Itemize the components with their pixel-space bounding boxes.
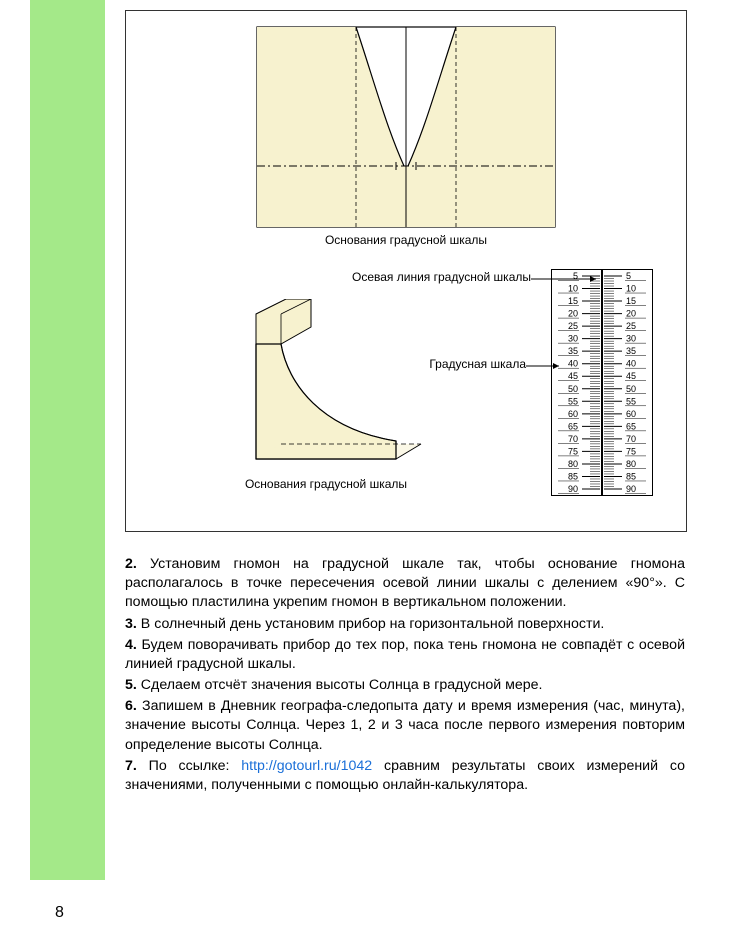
svg-text:50: 50: [568, 384, 578, 394]
svg-text:85: 85: [626, 471, 636, 481]
svg-text:75: 75: [626, 446, 636, 456]
svg-text:90: 90: [626, 484, 636, 494]
p4-num: 4.: [125, 637, 137, 653]
scale-label: Градусная шкала: [406, 357, 526, 371]
svg-text:35: 35: [626, 346, 636, 356]
svg-text:60: 60: [568, 409, 578, 419]
svg-text:80: 80: [568, 459, 578, 469]
svg-text:10: 10: [626, 284, 636, 294]
svg-text:80: 80: [626, 459, 636, 469]
p6-num: 6.: [125, 698, 137, 714]
para-5: 5. Сделаем отсчёт значения высоты Солнца…: [125, 676, 685, 695]
svg-text:55: 55: [626, 396, 636, 406]
svg-text:40: 40: [626, 359, 636, 369]
page-number: 8: [55, 904, 64, 922]
svg-text:65: 65: [626, 421, 636, 431]
axis-label: Осевая линия градусной шкалы: [321, 270, 531, 284]
p5-num: 5.: [125, 677, 137, 693]
figure-container: Основания градусной шкалы Основания град…: [125, 10, 687, 532]
p6-text: Запишем в Дневник географа-следопыта дат…: [125, 698, 685, 752]
svg-text:30: 30: [626, 334, 636, 344]
p4-text: Будем поворачивать прибор до тех пор, по…: [125, 637, 685, 672]
p7-num: 7.: [125, 758, 137, 774]
svg-text:35: 35: [568, 346, 578, 356]
svg-text:20: 20: [568, 309, 578, 319]
svg-text:15: 15: [626, 296, 636, 306]
svg-text:85: 85: [568, 471, 578, 481]
top-caption: Основания градусной шкалы: [256, 233, 556, 247]
svg-text:30: 30: [568, 334, 578, 344]
svg-text:50: 50: [626, 384, 636, 394]
textbook-page: Основания градусной шкалы Основания град…: [0, 0, 733, 937]
p3-num: 3.: [125, 616, 137, 632]
svg-text:15: 15: [568, 296, 578, 306]
para-7: 7. По ссылке: http://gotourl.ru/1042 сра…: [125, 757, 685, 795]
bottom-caption: Основания градусной шкалы: [221, 477, 431, 491]
top-diagram: [256, 26, 556, 231]
p2-text: Установим гномон на градусной шкале так,…: [125, 556, 685, 610]
scale-svg: 5510101515202025253030353540404545505055…: [552, 270, 652, 495]
svg-text:75: 75: [568, 446, 578, 456]
svg-text:25: 25: [568, 321, 578, 331]
svg-text:45: 45: [626, 371, 636, 381]
axis-arrow: [531, 276, 601, 286]
para-2: 2. Установим гномон на градусной шкале т…: [125, 555, 685, 613]
svg-text:70: 70: [568, 434, 578, 444]
scale-arrow: [526, 363, 564, 373]
p2-num: 2.: [125, 556, 137, 572]
left-sidebar: [30, 0, 105, 880]
p7a-text: По ссылке:: [149, 758, 242, 774]
svg-text:65: 65: [568, 421, 578, 431]
svg-text:45: 45: [568, 371, 578, 381]
bottom-left-diagram: [226, 299, 426, 474]
svg-text:60: 60: [626, 409, 636, 419]
para-6: 6. Запишем в Дневник географа-следопыта …: [125, 697, 685, 755]
para-3: 3. В солнечный день установим прибор на …: [125, 615, 685, 634]
p5-text: Сделаем отсчёт значения высоты Солнца в …: [141, 677, 543, 693]
svg-text:40: 40: [568, 359, 578, 369]
p3-text: В солнечный день установим прибор на гор…: [141, 616, 605, 632]
svg-text:25: 25: [626, 321, 636, 331]
svg-text:20: 20: [626, 309, 636, 319]
svg-text:5: 5: [626, 271, 631, 281]
svg-text:55: 55: [568, 396, 578, 406]
calculator-link[interactable]: http://gotourl.ru/1042: [241, 758, 372, 774]
para-4: 4. Будем поворачивать прибор до тех пор,…: [125, 636, 685, 674]
svg-text:70: 70: [626, 434, 636, 444]
degree-scale: 5510101515202025253030353540404545505055…: [551, 269, 653, 496]
body-text: 2. Установим гномон на градусной шкале т…: [125, 555, 685, 797]
svg-text:90: 90: [568, 484, 578, 494]
